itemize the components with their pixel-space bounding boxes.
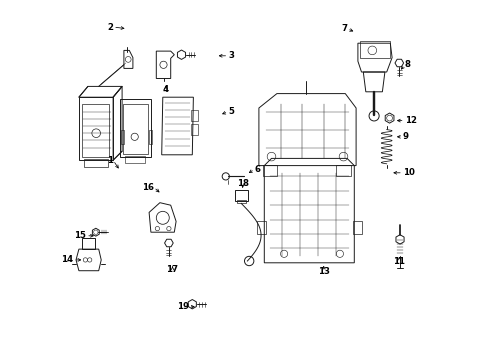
Text: 3: 3 — [228, 51, 234, 60]
Text: 7: 7 — [340, 24, 346, 33]
Bar — [237, 200, 245, 203]
Text: 12: 12 — [404, 116, 416, 125]
Bar — [359, 41, 389, 58]
Bar — [121, 130, 124, 144]
Text: 6: 6 — [254, 165, 260, 174]
Text: 14: 14 — [61, 256, 73, 264]
Bar — [336, 165, 350, 176]
Bar — [235, 190, 247, 201]
Bar — [79, 97, 113, 160]
Text: 9: 9 — [402, 132, 408, 141]
Text: 10: 10 — [402, 168, 414, 177]
Bar — [262, 165, 276, 176]
Bar — [84, 159, 107, 167]
Bar — [122, 104, 148, 154]
Bar — [191, 110, 197, 121]
Text: 16: 16 — [142, 183, 153, 192]
Text: 18: 18 — [236, 179, 248, 188]
Text: 13: 13 — [317, 267, 329, 276]
Bar — [191, 124, 197, 135]
Text: 1: 1 — [107, 156, 113, 165]
Text: 5: 5 — [228, 107, 234, 116]
Bar — [149, 130, 152, 144]
Bar — [120, 99, 151, 157]
Text: 11: 11 — [392, 256, 405, 265]
Text: 15: 15 — [74, 231, 86, 240]
Text: 8: 8 — [404, 60, 410, 69]
Bar — [257, 221, 265, 234]
Text: 17: 17 — [166, 266, 178, 274]
Text: 19: 19 — [176, 302, 188, 311]
Text: 4: 4 — [163, 85, 169, 94]
Bar — [125, 156, 144, 163]
Bar — [352, 221, 361, 234]
Text: 2: 2 — [107, 22, 113, 31]
Bar — [82, 104, 109, 157]
